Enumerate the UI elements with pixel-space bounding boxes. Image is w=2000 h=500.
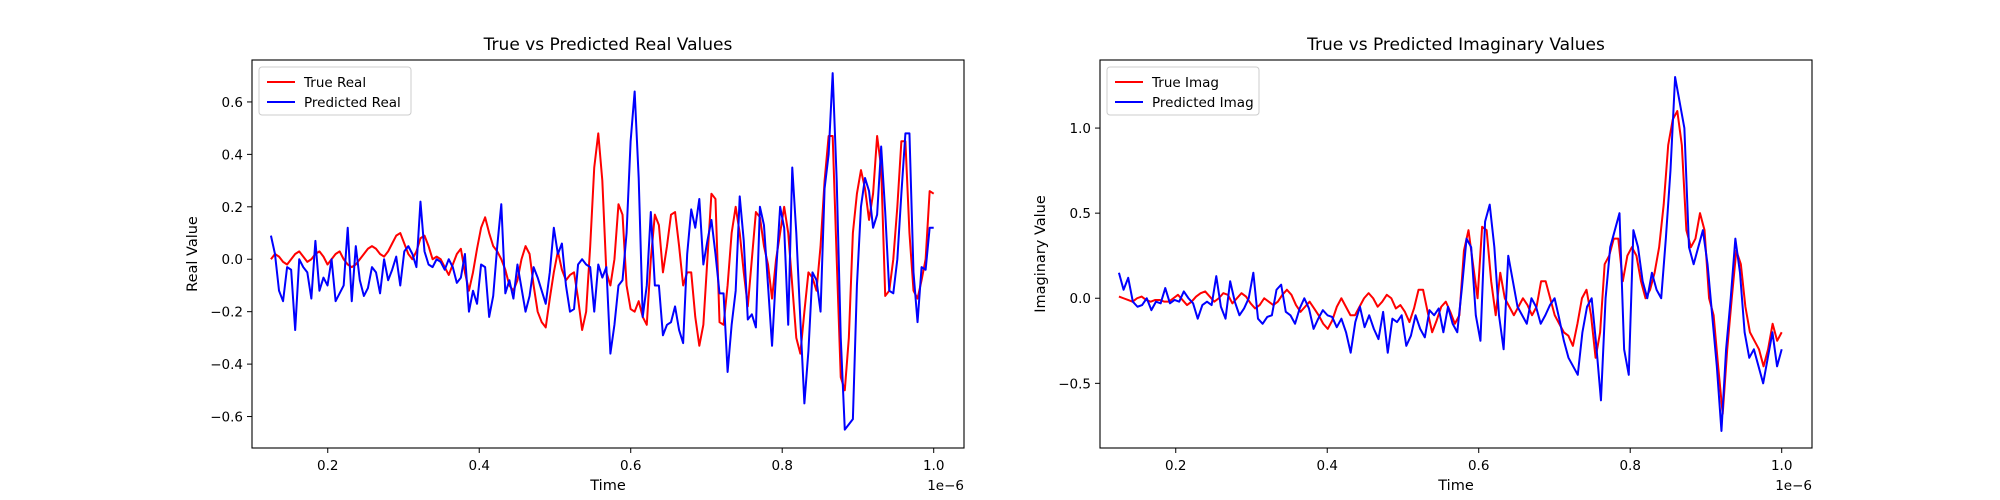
series-line xyxy=(269,72,934,431)
x-tick-label: 0.6 xyxy=(1468,458,1489,474)
axes-frame xyxy=(251,59,965,449)
y-tick-label: 1.0 xyxy=(1070,121,1091,137)
x-tick-label: 0.8 xyxy=(1619,458,1640,474)
plot-area xyxy=(1099,59,1813,449)
chart-imaginary: True vs Predicted Imaginary Values 0.2 0.… xyxy=(1033,35,1813,494)
legend-box xyxy=(1106,66,1260,116)
x-tick-label: 0.8 xyxy=(771,458,792,474)
y-tick-label: 0.4 xyxy=(222,147,243,163)
y-tick-label: −0.4 xyxy=(210,357,243,373)
y-axis-label: Real Value xyxy=(185,216,201,292)
y-axis-label: Imaginary Value xyxy=(1033,195,1049,313)
legend-box xyxy=(258,66,412,116)
y-tick-label: 0.2 xyxy=(222,200,243,216)
y-axis-ticks: −0.5 0.0 0.5 1.0 xyxy=(1058,121,1100,392)
plot-area xyxy=(251,59,965,449)
y-tick-label: 0.0 xyxy=(1070,291,1091,307)
legend-label: True Real xyxy=(303,75,366,91)
legend-label: Predicted Imag xyxy=(1152,95,1254,111)
series-line xyxy=(1117,76,1783,432)
x-tick-label: 0.2 xyxy=(317,458,338,474)
chart-title: True vs Predicted Real Values xyxy=(483,35,733,55)
axes-frame xyxy=(1099,59,1813,449)
y-tick-label: 0.5 xyxy=(1070,206,1091,222)
y-tick-label: 0.6 xyxy=(222,95,243,111)
x-tick-label: 0.4 xyxy=(1316,458,1337,474)
x-axis-ticks: 0.2 0.4 0.6 0.8 1.0 xyxy=(317,448,944,474)
y-tick-label: −0.6 xyxy=(210,410,243,426)
legend-label: Predicted Real xyxy=(304,95,401,111)
y-tick-label: −0.5 xyxy=(1058,376,1091,392)
y-tick-label: 0.0 xyxy=(222,252,243,268)
series-group xyxy=(1117,76,1783,432)
chart-title: True vs Predicted Imaginary Values xyxy=(1306,35,1605,55)
x-axis-ticks: 0.2 0.4 0.6 0.8 1.0 xyxy=(1165,448,1792,474)
legend: True Imag Predicted Imag xyxy=(1106,66,1260,116)
series-group xyxy=(269,72,935,431)
y-tick-label: −0.2 xyxy=(210,305,243,321)
x-axis-label: Time xyxy=(589,478,626,494)
chart-real: True vs Predicted Real Values 0.2 0.4 0.6 0… xyxy=(185,35,965,494)
y-axis-ticks: −0.6 −0.4 −0.2 0.0 0.2 0.4 0.6 xyxy=(210,95,252,426)
x-axis-offset-label: 1e−6 xyxy=(927,478,964,494)
x-tick-label: 0.6 xyxy=(620,458,641,474)
x-tick-label: 1.0 xyxy=(923,458,944,474)
x-tick-label: 0.4 xyxy=(468,458,489,474)
legend: True Real Predicted Real xyxy=(258,66,412,116)
x-axis-offset-label: 1e−6 xyxy=(1775,478,1812,494)
x-tick-label: 1.0 xyxy=(1771,458,1792,474)
x-axis-label: Time xyxy=(1437,478,1474,494)
x-tick-label: 0.2 xyxy=(1165,458,1186,474)
legend-label: True Imag xyxy=(1151,75,1219,91)
